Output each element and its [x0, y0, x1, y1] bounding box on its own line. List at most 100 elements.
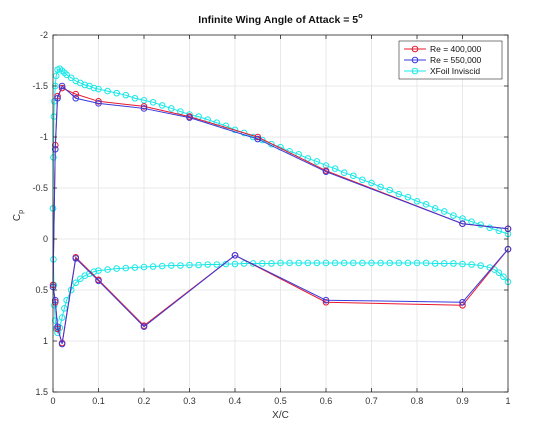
axis-ticks: 0 0.1 0.2 0.3 0.4 0.5 0.6 0.7 0.8 0.9 1 -2 -1.5 -1 -0.…	[32, 30, 510, 406]
x-axis-label: X/C	[272, 410, 289, 421]
series-layer	[49, 65, 512, 348]
data-point	[441, 208, 448, 215]
data-point	[495, 269, 503, 276]
data-point	[395, 190, 403, 198]
data-point	[459, 220, 466, 227]
data-point	[168, 105, 175, 112]
chart-title-text: Infinite Wing Angle of Attack = 5	[198, 14, 358, 26]
data-point	[72, 77, 80, 85]
data-point	[51, 317, 59, 324]
data-point	[195, 261, 202, 269]
data-point	[104, 266, 111, 273]
legend-item: XFoil Inviscid	[404, 66, 480, 76]
series-line	[52, 85, 509, 345]
data-point	[500, 273, 507, 281]
x-tick-label: 0.5	[274, 396, 287, 406]
data-point	[450, 260, 457, 267]
y-axis-label-subscript: p	[18, 210, 25, 214]
x-tick-label: 0.1	[92, 396, 105, 406]
data-point	[413, 197, 421, 205]
legend-label: XFoil Inviscid	[430, 66, 480, 76]
data-point	[468, 261, 475, 268]
data-point	[268, 260, 275, 267]
data-point	[140, 105, 148, 112]
data-point	[340, 169, 348, 176]
legend-item: Re = 550,000	[404, 55, 482, 65]
data-point	[386, 259, 394, 267]
data-point	[322, 259, 330, 267]
y-axis-label-text: C	[12, 214, 23, 221]
data-point	[231, 252, 239, 259]
data-point	[477, 262, 485, 269]
data-point	[386, 186, 394, 194]
data-point	[413, 259, 421, 267]
data-point	[58, 340, 66, 348]
y-tick-label: -1.5	[32, 81, 48, 91]
data-point	[158, 102, 166, 109]
legend-label: Re = 550,000	[430, 55, 482, 65]
data-point	[213, 261, 221, 268]
data-point	[240, 129, 248, 137]
x-tick-label: 0	[50, 396, 55, 406]
data-point	[95, 277, 102, 285]
data-point	[122, 264, 130, 272]
data-point	[286, 259, 293, 267]
data-point	[359, 176, 366, 184]
data-point	[350, 172, 357, 180]
series-2-upper	[49, 65, 512, 238]
data-point	[459, 298, 466, 306]
data-point	[422, 201, 430, 208]
data-point	[86, 82, 93, 90]
data-point	[58, 314, 66, 321]
data-point	[331, 259, 339, 267]
y-tick-label: 0.5	[35, 285, 48, 295]
data-point	[95, 98, 102, 105]
data-point	[95, 267, 102, 274]
data-point	[67, 74, 75, 82]
x-tick-label: 0.3	[183, 396, 196, 406]
x-tick-label: 0.6	[320, 396, 333, 406]
data-point	[322, 296, 330, 304]
chart-title-superscript: o	[358, 11, 363, 20]
data-point	[450, 212, 457, 219]
y-tick-label: -2	[40, 30, 48, 40]
data-point	[58, 82, 66, 90]
x-tick-label: 1	[505, 396, 510, 406]
data-point	[77, 275, 84, 283]
data-point	[277, 259, 284, 267]
legend-swatch-marker	[411, 45, 419, 53]
data-point	[54, 66, 61, 73]
data-point	[177, 262, 184, 269]
y-tick-label: 0	[43, 234, 48, 244]
y-axis-label: Cp	[12, 210, 25, 221]
data-point	[72, 90, 80, 98]
x-tick-label: 0.9	[456, 396, 469, 406]
data-point	[131, 94, 139, 102]
data-point	[113, 265, 120, 272]
data-point	[359, 259, 366, 267]
data-point	[422, 259, 430, 267]
data-point	[404, 259, 412, 267]
data-point	[50, 154, 57, 161]
data-point	[259, 260, 266, 267]
data-point	[149, 263, 157, 270]
data-point	[231, 260, 239, 268]
data-point	[486, 224, 494, 232]
data-point	[72, 94, 80, 102]
data-point	[254, 135, 262, 143]
x-tick-label: 0.4	[229, 396, 242, 406]
data-point	[459, 215, 466, 222]
data-point	[90, 268, 98, 275]
data-point	[140, 263, 148, 271]
data-point	[322, 168, 330, 175]
data-point	[95, 85, 102, 93]
data-point	[168, 262, 175, 269]
data-point	[340, 259, 348, 267]
data-point	[186, 114, 193, 121]
chart-title: Infinite Wing Angle of Attack = 5o	[198, 11, 363, 26]
data-point	[204, 261, 211, 268]
data-point	[431, 260, 439, 267]
data-point	[477, 221, 485, 229]
